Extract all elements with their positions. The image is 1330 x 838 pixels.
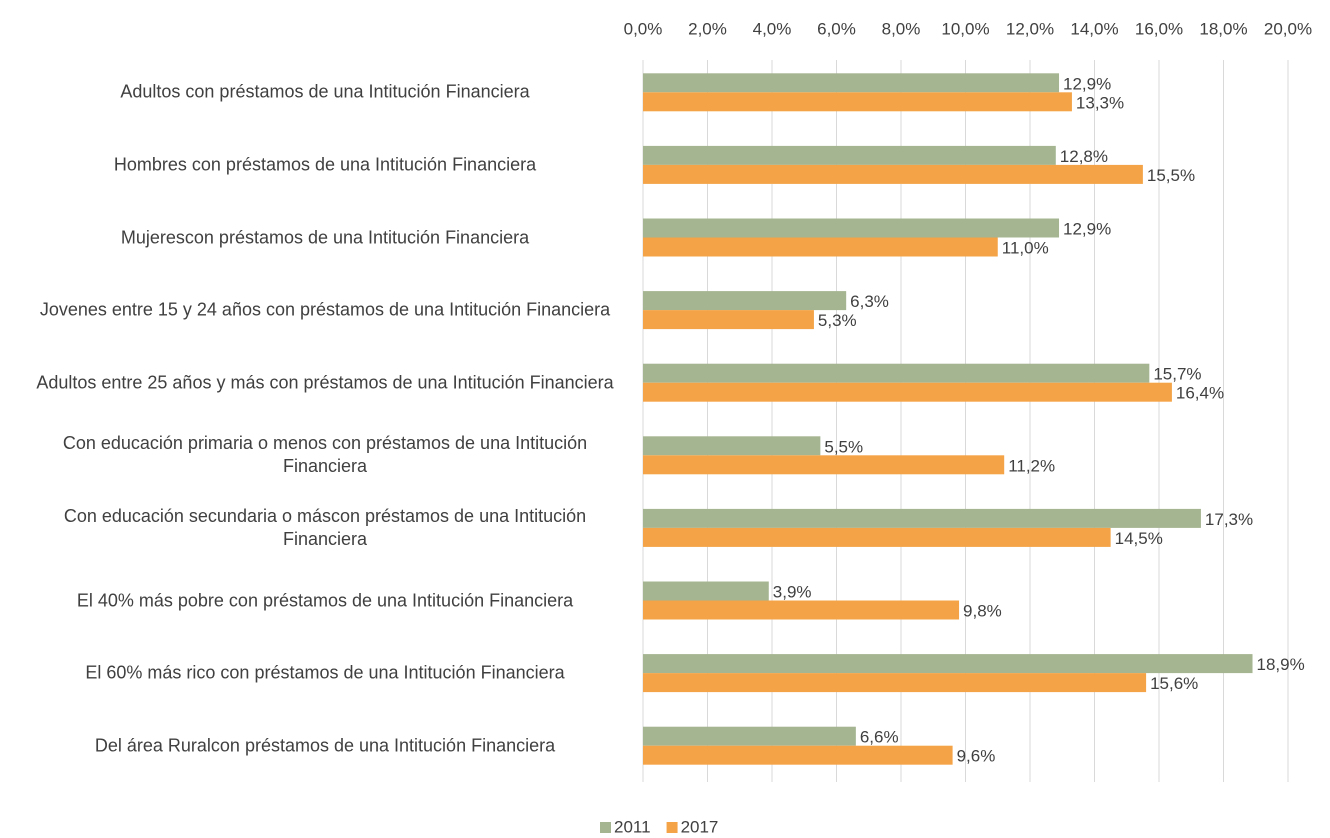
bar	[643, 145, 1056, 165]
data-label: 5,5%	[824, 437, 863, 456]
data-label: 15,7%	[1153, 365, 1201, 384]
data-label: 15,6%	[1150, 674, 1198, 693]
x-tick-label: 16,0%	[1135, 19, 1183, 38]
data-label: 12,9%	[1063, 219, 1111, 238]
bar	[643, 527, 1111, 547]
bar	[643, 164, 1143, 184]
category-label: El 40% más pobre con préstamos de una In…	[76, 590, 574, 610]
category-label: Con educación secundaria o máscon présta…	[63, 505, 587, 549]
legend-label: 2011	[614, 817, 651, 836]
data-label: 18,9%	[1257, 655, 1305, 674]
data-label: 11,2%	[1008, 456, 1055, 475]
data-label: 12,8%	[1060, 147, 1108, 166]
bar	[643, 455, 1005, 475]
bar	[643, 600, 960, 620]
category-label: Jovenes entre 15 y 24 años con préstamos…	[39, 299, 611, 320]
legend-swatch	[600, 822, 611, 833]
bar	[643, 745, 953, 765]
data-label: 9,6%	[957, 747, 996, 766]
data-label: 9,8%	[963, 601, 1002, 620]
bar	[643, 92, 1072, 112]
bar	[643, 436, 821, 456]
legend-label: 2017	[681, 817, 719, 836]
category-label: Con educación primaria o menos con prést…	[62, 433, 588, 477]
category-label: Del área Ruralcon préstamos de una Intit…	[94, 735, 556, 756]
x-tick-label: 20,0%	[1264, 19, 1312, 38]
legend-swatch	[666, 822, 678, 833]
bar	[643, 363, 1150, 383]
bar	[643, 237, 998, 257]
bar	[643, 508, 1201, 528]
x-tick-label: 14,0%	[1070, 19, 1118, 38]
bar	[643, 291, 847, 311]
bar	[643, 310, 814, 330]
data-label: 13,3%	[1076, 93, 1124, 112]
x-tick-label: 6,0%	[817, 19, 856, 38]
bar	[643, 73, 1060, 93]
category-label: Adultos con préstamos de una Intitución …	[120, 81, 530, 102]
data-label: 12,9%	[1063, 74, 1111, 93]
x-tick-label: 2,0%	[688, 19, 727, 38]
bar	[643, 726, 856, 746]
bar	[643, 654, 1253, 674]
category-label: Hombres con préstamos de una Intitución …	[113, 154, 537, 175]
x-tick-label: 18,0%	[1199, 19, 1247, 38]
data-label: 16,4%	[1176, 384, 1224, 403]
bar	[643, 382, 1172, 402]
data-label: 6,3%	[850, 292, 889, 311]
data-label: 6,6%	[860, 728, 899, 747]
x-tick-label: 4,0%	[753, 19, 792, 38]
x-tick-label: 12,0%	[1006, 19, 1054, 38]
bar	[643, 673, 1147, 693]
x-tick-label: 10,0%	[941, 19, 989, 38]
category-label: Mujerescon préstamos de una Intitución F…	[120, 227, 530, 247]
bar	[643, 218, 1060, 238]
category-label: Adultos entre 25 años y más con préstamo…	[36, 372, 614, 393]
x-tick-label: 0,0%	[624, 19, 663, 38]
data-label: 3,9%	[773, 582, 812, 601]
data-label: 14,5%	[1115, 529, 1163, 548]
x-tick-label: 8,0%	[882, 19, 921, 38]
category-label: El 60% más rico con préstamos de una Int…	[85, 662, 565, 683]
bar	[643, 581, 769, 601]
data-label: 15,5%	[1147, 166, 1195, 185]
data-label: 11,0%	[1002, 238, 1049, 257]
data-label: 5,3%	[818, 311, 857, 330]
data-label: 17,3%	[1205, 510, 1253, 529]
